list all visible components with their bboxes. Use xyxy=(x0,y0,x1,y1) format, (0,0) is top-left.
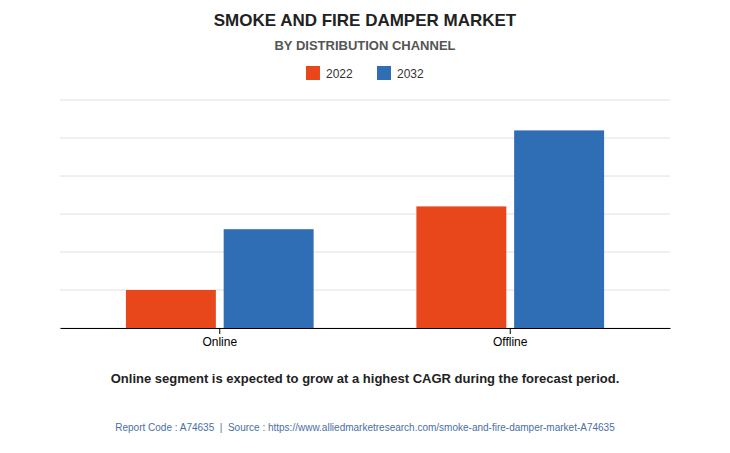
footer: Report Code : A74635 | Source : https://… xyxy=(115,422,615,433)
chart-container: SMOKE AND FIRE DAMPER MARKET BY DISTRIBUT… xyxy=(0,0,730,453)
x-axis: Online Offline xyxy=(61,328,671,349)
x-tick-label: Offline xyxy=(493,335,528,349)
legend-item: 2032 xyxy=(377,66,424,81)
annotation: Online segment is expected to grow at a … xyxy=(111,371,620,386)
x-tick-line xyxy=(219,328,220,334)
bar xyxy=(416,206,506,328)
plot-area: Online Offline xyxy=(60,100,671,349)
grid-line xyxy=(60,100,670,101)
title: SMOKE AND FIRE DAMPER MARKET xyxy=(214,11,517,30)
bar-series xyxy=(126,206,506,328)
legend-swatch xyxy=(377,66,391,80)
bar-series xyxy=(224,130,604,328)
legend: 2022 2032 xyxy=(306,66,424,81)
chart-svg: SMOKE AND FIRE DAMPER MARKET BY DISTRIBUT… xyxy=(0,0,730,453)
bar xyxy=(514,130,604,328)
legend-label: 2022 xyxy=(326,67,353,81)
legend-swatch xyxy=(306,66,320,80)
x-tick-label: Online xyxy=(202,335,237,349)
legend-item: 2022 xyxy=(306,66,353,81)
bar xyxy=(224,229,314,328)
x-axis-line xyxy=(61,328,671,329)
legend-label: 2032 xyxy=(397,67,424,81)
x-tick-line xyxy=(510,328,511,334)
x-tick: Online xyxy=(202,328,237,349)
subtitle: BY DISTRIBUTION CHANNEL xyxy=(274,38,455,53)
bars xyxy=(126,130,604,328)
grid xyxy=(60,100,670,328)
x-tick: Offline xyxy=(493,328,528,349)
bar xyxy=(126,290,216,328)
